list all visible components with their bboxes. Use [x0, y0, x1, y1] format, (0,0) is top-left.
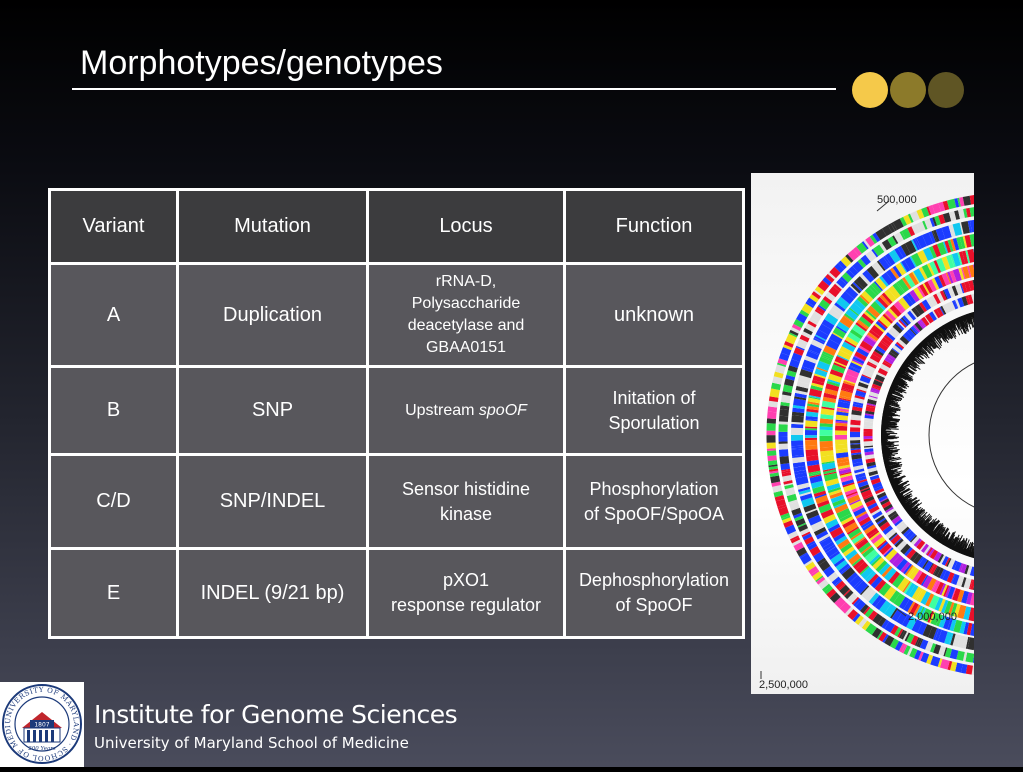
function-line: Dephosphorylation — [569, 568, 739, 593]
table-row: A Duplication rRNA-D, Polysaccharide dea… — [50, 264, 744, 367]
variant-cell: A — [50, 264, 178, 367]
seal-year: 1807 — [34, 722, 49, 729]
variant-cell: C/D — [50, 455, 178, 549]
variant-cell: E — [50, 549, 178, 638]
locus-line: Polysaccharide — [372, 293, 560, 315]
function-line: of SpoOF — [569, 593, 739, 618]
slide-title: Morphotypes/genotypes — [80, 44, 443, 83]
accent-dot-3 — [928, 72, 964, 108]
locus-line: response regulator — [372, 593, 560, 618]
function-line: of SpoOF/SpoOA — [569, 502, 739, 527]
function-cell: Dephosphorylation of SpoOF — [565, 549, 744, 638]
variant-table: Variant Mutation Locus Function A Duplic… — [48, 188, 745, 639]
function-cell: Initation of Sporulation — [565, 367, 744, 455]
header-locus: Locus — [368, 190, 565, 264]
function-line: Sporulation — [569, 411, 739, 436]
mutation-cell: INDEL (9/21 bp) — [178, 549, 368, 638]
locus-cell: Sensor histidine kinase — [368, 455, 565, 549]
circular-genome-map: 500,000 2,000,000 2,500,000 — [751, 173, 974, 694]
university-seal-logo: UNIVERSITY OF MARYLAND · SCHOOL OF MEDIC… — [0, 682, 84, 767]
table-row: B SNP Upstream spoOF Initation of Sporul… — [50, 367, 744, 455]
locus-gene-name: spoOF — [479, 402, 527, 419]
mutation-cell: Duplication — [178, 264, 368, 367]
table-row: C/D SNP/INDEL Sensor histidine kinase Ph… — [50, 455, 744, 549]
locus-line: pXO1 — [372, 568, 560, 593]
seal-tagline: 200 Years — [27, 746, 56, 752]
function-line: unknown — [569, 304, 739, 327]
header-function: Function — [565, 190, 744, 264]
genome-label-500000: 500,000 — [877, 194, 917, 206]
locus-line: GBAA0151 — [372, 337, 560, 359]
title-underline — [72, 88, 836, 90]
genome-label-2000000: 2,000,000 — [908, 611, 957, 623]
function-line: Initation of — [569, 386, 739, 411]
school-name: University of Maryland School of Medicin… — [94, 734, 409, 752]
locus-cell: rRNA-D, Polysaccharide deacetylase and G… — [368, 264, 565, 367]
function-line: Phosphorylation — [569, 477, 739, 502]
locus-line: deacetylase and — [372, 315, 560, 337]
variant-cell: B — [50, 367, 178, 455]
locus-line: rRNA-D, — [372, 271, 560, 293]
mutation-cell: SNP — [178, 367, 368, 455]
locus-prefix: Upstream — [405, 402, 479, 419]
locus-cell: pXO1 response regulator — [368, 549, 565, 638]
accent-dot-2 — [890, 72, 926, 108]
locus-cell: Upstream spoOF — [368, 367, 565, 455]
table-header-row: Variant Mutation Locus Function — [50, 190, 744, 264]
table-row: E INDEL (9/21 bp) pXO1 response regulato… — [50, 549, 744, 638]
header-mutation: Mutation — [178, 190, 368, 264]
function-cell: Phosphorylation of SpoOF/SpoOA — [565, 455, 744, 549]
mutation-cell: SNP/INDEL — [178, 455, 368, 549]
locus-line: Sensor histidine — [372, 477, 560, 502]
institute-name: Institute for Genome Sciences — [94, 700, 457, 729]
locus-line: kinase — [372, 502, 560, 527]
header-variant: Variant — [50, 190, 178, 264]
function-cell: unknown — [565, 264, 744, 367]
accent-dot-1 — [852, 72, 888, 108]
genome-label-2500000: 2,500,000 — [759, 679, 808, 691]
